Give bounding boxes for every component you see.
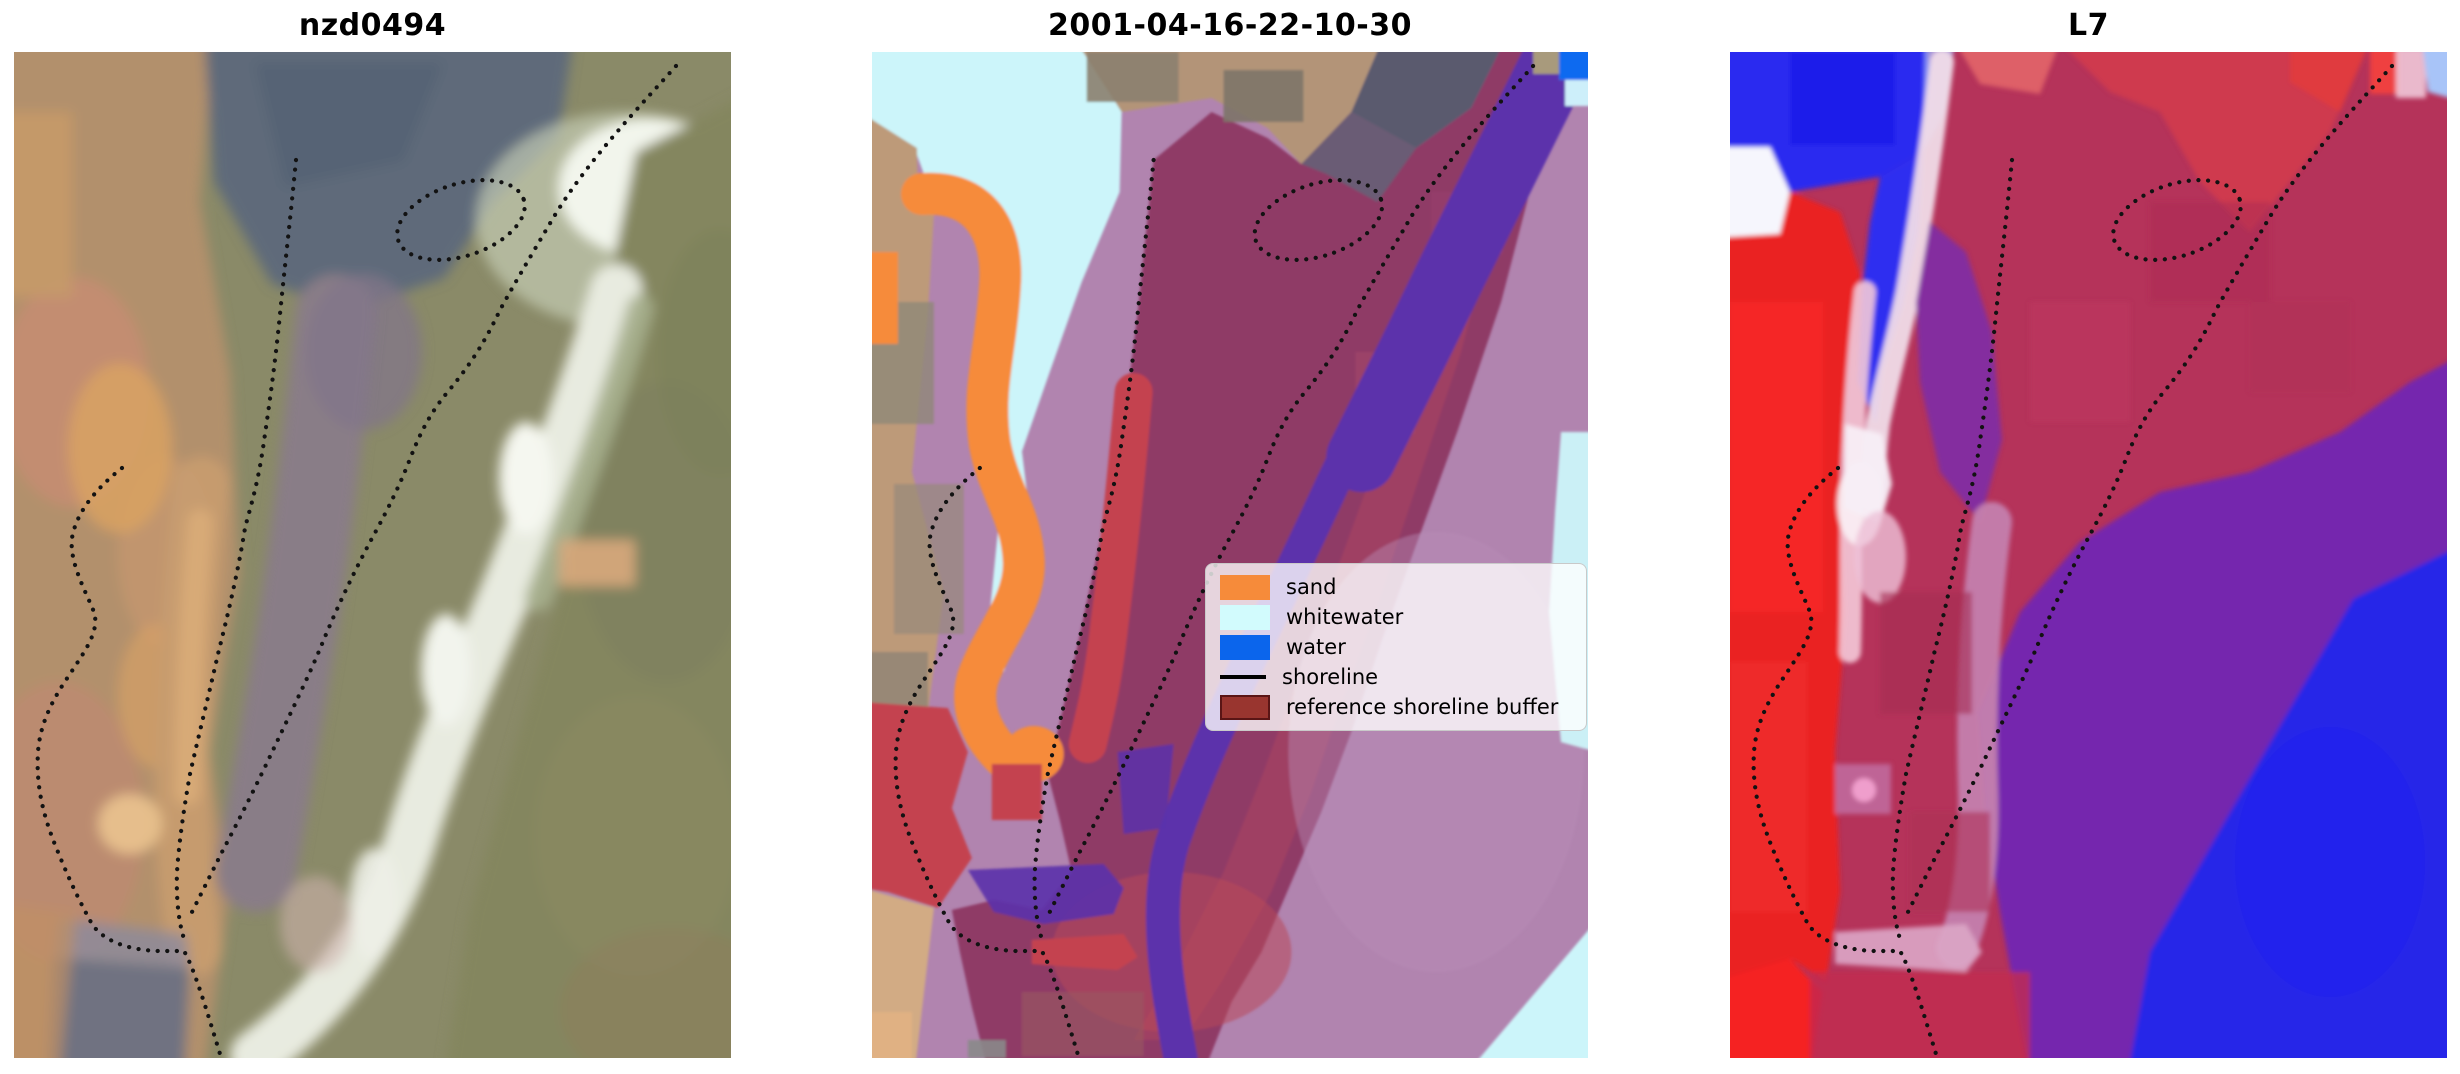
panel-classified-image (872, 52, 1588, 1058)
reference-shoreline-buffer-swatch (1220, 694, 1270, 720)
legend: sand whitewater water shoreline referenc… (1205, 563, 1587, 731)
panel-title-date: 2001-04-16-22-10-30 (1048, 8, 1412, 43)
water-swatch (1220, 634, 1270, 660)
panel-title-nzd0494: nzd0494 (298, 8, 447, 43)
legend-item: whitewater (1220, 603, 1572, 631)
legend-item: sand (1220, 573, 1572, 601)
panel-nzd0494-rgb-image (14, 52, 731, 1058)
legend-item: water (1220, 633, 1572, 661)
legend-item-label: sand (1286, 575, 1337, 599)
shoreline-swatch (1220, 675, 1266, 679)
legend-item-label: water (1286, 635, 1346, 659)
whitewater-swatch (1220, 604, 1270, 630)
legend-item: reference shoreline buffer (1220, 693, 1572, 721)
legend-item: shoreline (1220, 663, 1572, 691)
panel-l7-index-image (1730, 52, 2447, 1058)
legend-item-label: reference shoreline buffer (1286, 695, 1559, 719)
panel-title-l7: L7 (2068, 8, 2109, 43)
legend-item-label: shoreline (1282, 665, 1379, 689)
sand-swatch (1220, 574, 1270, 600)
legend-item-label: whitewater (1286, 605, 1404, 629)
